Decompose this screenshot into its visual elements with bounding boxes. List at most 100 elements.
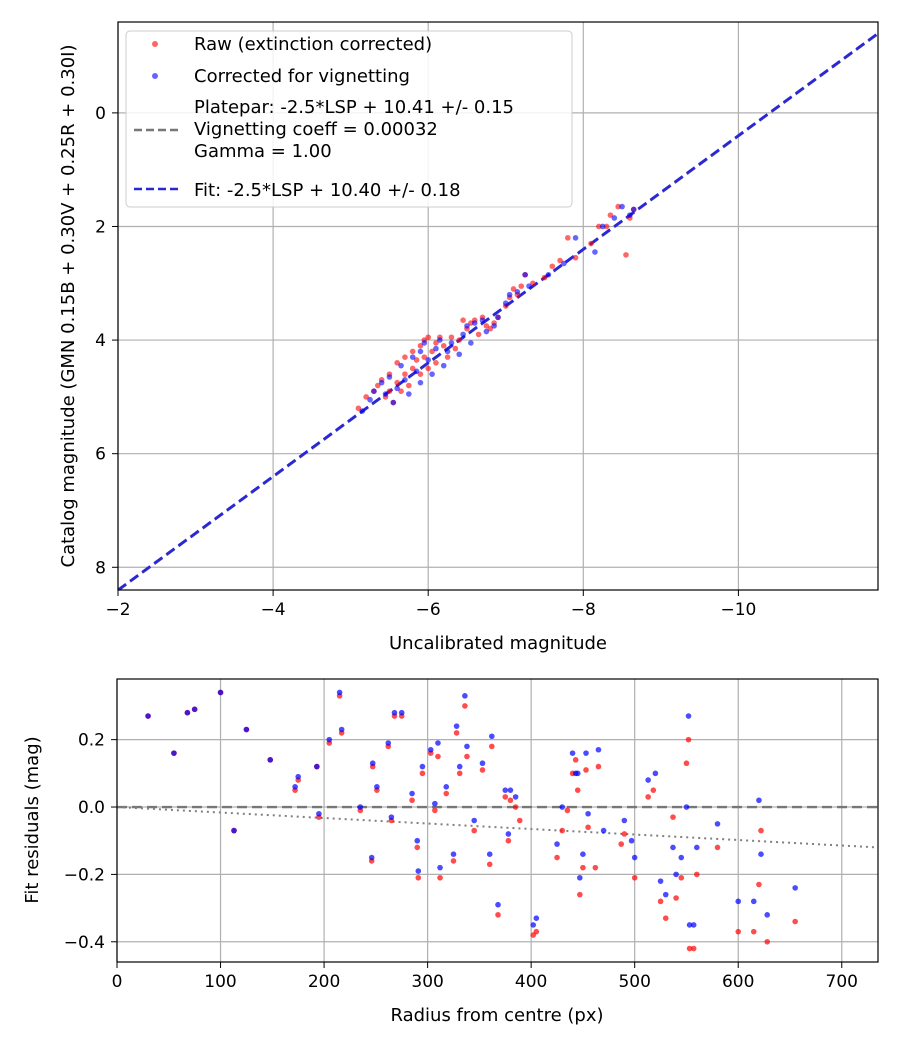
top-y-tick-label: 2 [95,217,106,237]
corrected-residual-point [512,794,519,800]
raw-residual-point [559,827,566,834]
bottom-x-tick-label: 600 [722,972,754,992]
corrected-residual-point [415,868,422,874]
corrected-residual-point [316,810,322,817]
top-y-tick-label: 0 [95,104,106,124]
corrected-residual-point [764,912,771,918]
corrected-residual-point [559,804,566,810]
raw-point [425,334,432,341]
corrected-residual-point [600,827,607,834]
raw-point [374,382,381,389]
corrected-residual-point [368,854,375,861]
raw-point [417,342,424,349]
raw-residual-point [554,854,560,861]
corrected-point [367,396,373,403]
corrected-residual-point [595,746,602,753]
corrected-residual-point [267,757,274,763]
raw-point [409,348,416,355]
corrected-point [483,328,490,335]
legend-label: Vignetting coeff = 0.00032 [194,119,438,140]
corrected-point [371,388,377,395]
corrected-residual-point [456,763,463,770]
raw-point [530,280,536,287]
raw-point [440,342,447,349]
raw-point [355,405,362,412]
raw-residual-point [621,831,628,837]
raw-point [564,235,571,241]
vignetting-trend-line [117,806,878,849]
corrected-residual-point [502,787,509,793]
legend-label: Fit: -2.5*LSP + 10.40 +/- 0.18 [194,180,461,201]
corrected-point [456,351,463,358]
raw-residual-point [750,928,757,935]
legend-box [125,30,573,208]
corrected-residual-point [419,763,426,770]
raw-point [444,354,451,360]
corrected-residual-point [714,821,721,827]
corrected-residual-point [243,726,250,733]
corrected-point [514,289,521,295]
raw-residual-point [464,753,470,760]
raw-point [607,212,614,218]
corrected-residual-point [574,770,581,777]
raw-residual-point [437,874,443,881]
raw-point [475,331,482,338]
raw-residual-point [683,760,690,767]
bottom-x-tick-label: 100 [204,972,236,992]
corrected-point [592,249,598,255]
raw-point [413,357,420,363]
raw-residual-point [631,874,638,881]
corrected-point [611,215,618,221]
raw-residual-point [409,797,415,804]
corrected-point [413,368,420,375]
corrected-residual-point [217,689,224,696]
raw-point [386,388,393,395]
raw-point [363,394,369,400]
raw-residual-point [690,945,697,952]
bottom-y-tick-label: 0.0 [78,798,105,818]
corrected-residual-point [652,770,659,777]
raw-point [510,286,517,292]
corrected-residual-point [145,713,151,719]
legend-label: Platepar: -2.5*LSP + 10.41 +/- 0.15 [194,97,514,118]
top-x-tick-label: −8 [571,600,596,620]
corrected-residual-point [735,898,742,905]
corrected-residual-point [435,740,441,746]
corrected-point [417,348,424,355]
top-y-axis-label: Catalog magnitude (GMN 0.15B + 0.30V + 0… [58,44,79,567]
corrected-residual-point [326,736,333,743]
corrected-point [522,271,528,278]
corrected-residual-point [495,901,501,908]
corrected-point [386,374,393,380]
raw-point [557,257,563,264]
raw-point [394,379,400,386]
corrected-residual-point [398,709,405,716]
corrected-residual-point [462,693,468,699]
raw-residual-point [735,928,742,935]
corrected-residual-point [388,814,395,820]
bottom-x-tick-label: 300 [411,972,443,992]
corrected-residual-point [486,851,493,857]
raw-residual-point [414,844,421,851]
raw-point [433,360,439,366]
corrected-residual-point [314,763,320,770]
top-fit-lines [118,32,878,590]
corrected-residual-point [450,851,457,857]
raw-point [588,240,594,247]
corrected-residual-point [645,777,651,783]
corrected-point [464,323,470,329]
raw-point [433,340,439,346]
corrected-residual-point [507,787,514,793]
corrected-point [378,379,385,386]
corrected-residual-point [580,851,586,857]
raw-residual-point [595,763,602,770]
bottom-reference-lines [117,805,878,849]
bottom-x-axis-label: Radius from centre (px) [390,1005,603,1026]
raw-residual-point [505,837,512,844]
bottom-y-tick-label: 0.2 [78,731,105,751]
raw-point [394,360,400,366]
raw-point [448,334,455,341]
corrected-residual-point [385,740,392,746]
corrected-point [394,385,400,392]
corrected-point [390,399,397,406]
